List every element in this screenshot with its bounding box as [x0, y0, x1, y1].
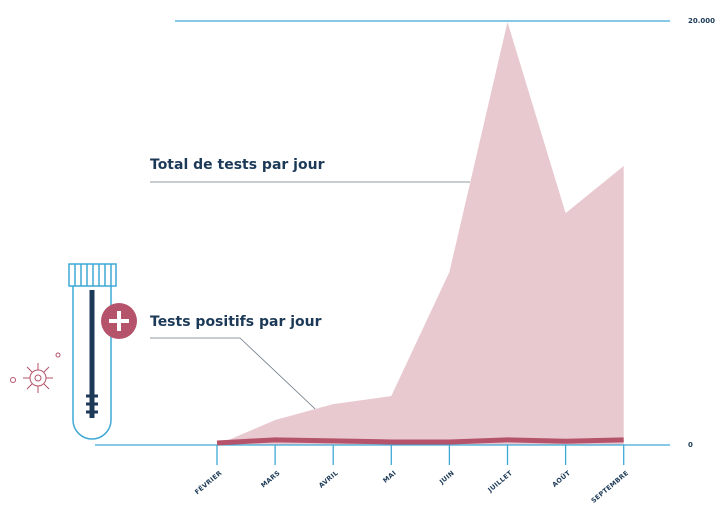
- x-tick-label: JUIN: [437, 469, 456, 487]
- series-label: Tests positifs par jour: [150, 314, 322, 330]
- virus-icon: [10, 352, 61, 393]
- swab-icon: [86, 290, 98, 418]
- x-tick-label: AVRIL: [317, 469, 340, 490]
- series-label: Total de tests par jour: [150, 157, 325, 173]
- area: [217, 22, 624, 446]
- x-tick-label: AOÛT: [550, 468, 572, 489]
- y-tick-label: 0: [688, 441, 693, 449]
- y-tick-label: 20.000: [688, 17, 715, 25]
- line: [216, 437, 624, 446]
- x-tick-label: JUILLET: [486, 469, 515, 495]
- x-tick-label: FÉVRIER: [193, 468, 224, 496]
- x-tick-label: MARS: [259, 469, 281, 490]
- x-tick-label: SEPTEMBRE: [590, 469, 631, 505]
- plus-icon: [101, 303, 137, 339]
- leader-line: [150, 337, 349, 441]
- tube-icon: [68, 263, 117, 440]
- x-tick-label: MAI: [381, 469, 398, 485]
